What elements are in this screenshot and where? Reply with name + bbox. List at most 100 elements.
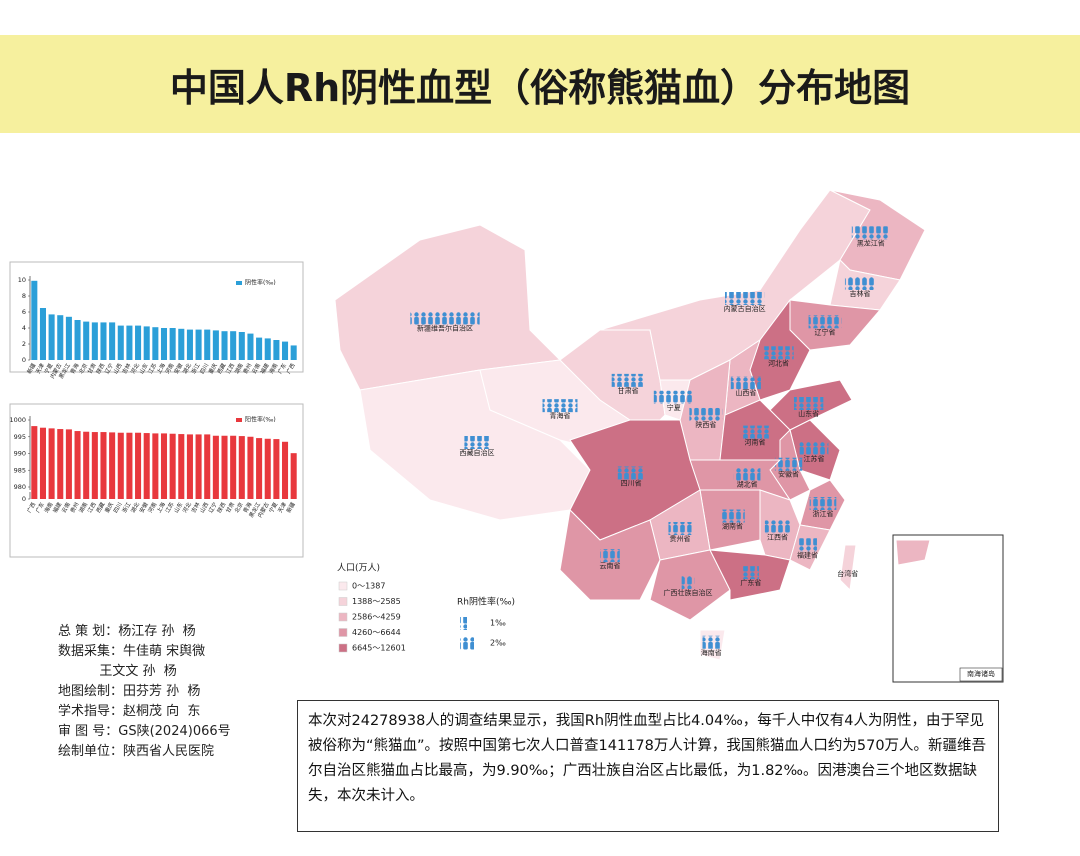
y-tick-label: 985	[14, 466, 26, 474]
legend-label: 阳性率(‰)	[245, 416, 276, 424]
province-label: 广东省	[740, 578, 761, 587]
bar	[152, 327, 159, 360]
bar	[117, 432, 124, 499]
y-tick-label: 1000	[9, 416, 26, 424]
legend-label: 2586～4259	[352, 613, 401, 622]
bar	[39, 308, 46, 360]
province-label: 福建省	[797, 550, 818, 559]
bar	[247, 333, 254, 360]
bar	[83, 321, 90, 360]
province-label: 贵州省	[670, 534, 691, 543]
bar	[169, 328, 176, 360]
bar	[74, 431, 81, 499]
rate-icons	[702, 635, 720, 649]
legend-label: 1388～2585	[352, 597, 401, 606]
province-label: 广西壮族自治区	[664, 588, 713, 597]
rate-icons	[410, 311, 480, 325]
bar	[109, 322, 116, 360]
rate-icons	[764, 520, 791, 534]
province-label: 青海省	[550, 411, 571, 420]
bar	[221, 435, 228, 499]
bar	[39, 427, 46, 499]
rate-icons	[720, 509, 745, 523]
bar	[48, 314, 55, 360]
bar	[290, 453, 297, 499]
legend-icons	[460, 637, 474, 650]
province-label: 台湾省	[837, 569, 858, 578]
y-tick-label: 990	[14, 450, 26, 458]
bar	[290, 345, 297, 360]
legend-title: 人口(万人)	[337, 563, 380, 574]
bar	[74, 320, 81, 360]
bar	[230, 435, 237, 499]
bar	[169, 433, 176, 499]
bar	[143, 326, 150, 360]
rate-icons	[774, 457, 803, 471]
inset-land	[895, 539, 931, 566]
province-label: 内蒙古自治区	[724, 304, 766, 313]
province-label: 湖南省	[722, 522, 743, 531]
credit-line: 审 图 号：GS陕(2024)066号	[58, 724, 231, 739]
province-label: 云南省	[600, 561, 621, 570]
x-tick-label: 天津	[276, 501, 288, 514]
legend-title: Rh阴性率(‰)	[457, 596, 515, 608]
bar	[264, 338, 271, 360]
legend-label: 1‰	[490, 619, 506, 628]
legend-label: 0～1387	[352, 582, 385, 591]
x-tick-label: 江西	[86, 501, 98, 514]
bar	[100, 432, 107, 499]
y-tick-label: 980	[14, 483, 26, 491]
bar	[65, 316, 72, 360]
province-label: 黑龙江省	[857, 238, 885, 247]
bar	[65, 429, 72, 499]
bar	[282, 341, 289, 360]
bar	[100, 322, 107, 360]
rate-icons	[844, 277, 876, 290]
province-label: 江苏省	[804, 454, 825, 463]
rate-icons	[689, 407, 723, 421]
bar	[230, 331, 237, 360]
y-tick-label: 6	[22, 308, 26, 316]
rate-icons	[799, 442, 829, 455]
bar	[143, 433, 150, 499]
bar	[238, 436, 245, 499]
bar	[195, 329, 202, 360]
note: 本次对24278938人的调查结果显示，我国Rh阴性血型占比4.04‰，每千人中…	[297, 700, 999, 832]
y-tick-label: 2	[22, 340, 26, 348]
legend-icons	[460, 617, 467, 630]
legend-label: 4260～6644	[352, 628, 401, 637]
rate-icons	[798, 538, 817, 552]
bar	[282, 441, 289, 499]
bar	[247, 436, 254, 499]
province-label: 甘肃省	[618, 386, 639, 395]
legend-swatch	[338, 628, 348, 637]
rate-icons	[611, 373, 645, 387]
bar	[178, 328, 185, 360]
bar	[204, 434, 211, 499]
bar	[256, 438, 263, 499]
rate-icons	[725, 292, 765, 305]
province-label: 山东省	[798, 409, 819, 418]
legend-swatch	[338, 612, 348, 622]
province-label: 江西省	[767, 532, 788, 541]
x-tick-label: 四川	[199, 362, 211, 375]
bar	[31, 280, 38, 360]
province-label: 海南省	[701, 648, 722, 657]
rate-icons	[742, 566, 759, 580]
credit-line: 地图绘制：田芬芳 孙 杨	[58, 684, 201, 699]
credit-line: 总 策 划：杨江存 孙 杨	[58, 624, 196, 639]
rate-icons	[600, 549, 620, 563]
rate-icons	[653, 390, 694, 404]
bar	[178, 434, 185, 499]
bar	[273, 439, 280, 499]
bar	[238, 332, 245, 360]
province-label: 安徽省	[778, 470, 799, 479]
y-tick-label: 8	[22, 292, 26, 300]
province-label: 四川省	[621, 478, 642, 487]
rate-icons	[681, 576, 695, 589]
inset-caption-box	[959, 667, 1003, 682]
bar	[186, 434, 193, 499]
rate-icons	[617, 466, 645, 480]
